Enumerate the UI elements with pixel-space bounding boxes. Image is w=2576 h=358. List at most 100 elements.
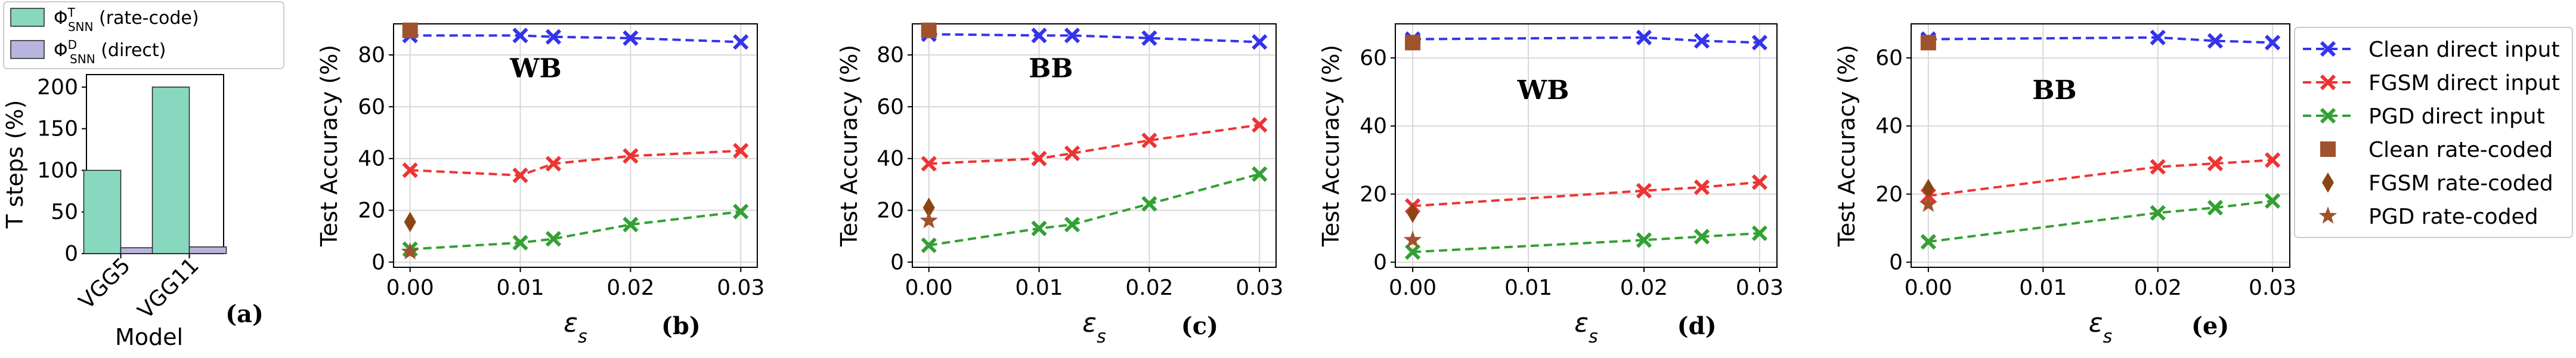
legend-label: PGD rate-coded [2368, 205, 2538, 229]
legend-marker [2320, 41, 2336, 57]
x-tick-label: VGG11 [134, 253, 204, 323]
legend-marker [2320, 74, 2336, 91]
series-point [512, 234, 528, 251]
panel-b: 0.00 0.01 0.02 0.03 0 20 40 60 80 Test Accuracy (… [316, 22, 764, 347]
panel-annotation: BB [1029, 53, 1073, 84]
bar [188, 246, 227, 254]
y-tick-label: 60 [1360, 46, 1387, 70]
series-point [2265, 193, 2281, 209]
legend-sup: D [68, 38, 77, 52]
y-tick-label: 0 [64, 242, 78, 266]
x-tick-label: 0.00 [386, 276, 434, 300]
series-point [1404, 244, 1421, 260]
bar-legend-swatch [10, 40, 45, 59]
y-tick-label: 60 [1875, 46, 1903, 70]
y-tick-label: 100 [37, 158, 78, 183]
series-point [2207, 33, 2224, 49]
series-point [623, 217, 639, 233]
series-line [1412, 232, 1760, 254]
rate-coded-point [1405, 35, 1421, 51]
series-point [1141, 196, 1157, 212]
y-tick-label: 20 [877, 199, 904, 223]
x-axis-symbol: ε [564, 308, 578, 338]
rate-coded-point [919, 211, 938, 229]
series-point [1031, 220, 1047, 237]
series-point [1751, 225, 1768, 242]
shared-legend: Clean direct input FGSM direct input PGD d… [2294, 27, 2573, 238]
panel-label: (e) [2191, 312, 2229, 340]
legend-entry: Clean direct input [2303, 38, 2560, 62]
y-tick-label: 0 [1889, 250, 1903, 274]
rate-coded-point [1920, 35, 1936, 51]
y-tick-label: 0 [1373, 250, 1387, 274]
y-tick-label: 0 [371, 250, 385, 274]
y-tick-label: 20 [358, 199, 385, 223]
axes-frame [1911, 23, 2290, 268]
series-point [1252, 34, 1268, 50]
series-line [410, 149, 741, 177]
legend-symbol: Φ [54, 8, 68, 29]
bar-legend-frame [3, 1, 284, 69]
y-tick-label: 80 [358, 43, 385, 67]
x-axis-label: εs [1574, 308, 1597, 347]
axes-frame [912, 23, 1277, 268]
panel-e: 0.00 0.01 0.02 0.03 0 20 40 60 Test Accuracy (%)… [1834, 23, 2296, 347]
rate-coded-point [1403, 230, 1422, 248]
y-tick-label: 40 [1360, 114, 1387, 138]
x-axis-label: Model [115, 324, 183, 350]
series-point [921, 237, 937, 254]
series-point [733, 34, 749, 50]
series-line [928, 172, 1260, 247]
x-axis-label: εs [564, 308, 587, 347]
x-tick-label: 0.01 [1015, 276, 1063, 300]
y-axis-label: Test Accuracy (%) [836, 45, 862, 247]
x-tick-label: 0.01 [496, 276, 544, 300]
panel-label: (d) [1677, 312, 1717, 340]
x-tick-label: 0.03 [717, 276, 764, 300]
x-tick-label: 0.02 [606, 276, 654, 300]
series-point [733, 143, 749, 159]
legend-symbol: Φ [54, 40, 68, 61]
x-tick-label: 0.02 [1125, 276, 1173, 300]
bar-legend: ΦT SNN (rate-code)ΦD SNN (direct) [3, 1, 284, 69]
series-line [928, 33, 1260, 44]
y-tick-label: 200 [37, 75, 78, 100]
x-axis-label: εs [1082, 308, 1106, 347]
series-point [2150, 159, 2166, 175]
legend-entry: PGD rate-coded [2318, 205, 2538, 229]
series-line [1412, 181, 1760, 208]
x-axis-subscript: s [1589, 326, 1598, 347]
series-point [1693, 179, 1710, 196]
series-point [545, 29, 562, 45]
series-point [921, 156, 937, 172]
x-tick-label: 0.01 [1504, 276, 1552, 300]
x-tick-label: 0.02 [2134, 276, 2182, 300]
legend-entry: Clean rate-coded [2320, 138, 2553, 162]
rate-coded-point [1407, 202, 1419, 223]
series-line [1928, 199, 2273, 243]
legend-label: FGSM rate-coded [2368, 171, 2553, 196]
series-line [410, 210, 741, 251]
series-point [2150, 29, 2166, 45]
legend-sup: T [67, 5, 76, 20]
legend-entry: FGSM direct input [2303, 71, 2560, 95]
legend-sub: SNN [70, 52, 95, 66]
y-tick-label: 50 [51, 200, 78, 224]
series-point [1252, 117, 1268, 133]
x-axis-subscript: s [578, 326, 587, 347]
y-axis-label: Test Accuracy (%) [1834, 45, 1860, 247]
y-axis-label: Test Accuracy (%) [316, 45, 342, 247]
series-point [1252, 166, 1268, 182]
axes-frame [1395, 23, 1778, 268]
series-line [1413, 36, 1760, 44]
x-tick-label: 0.03 [1736, 276, 1784, 300]
series-line [928, 124, 1260, 165]
series-point [1064, 145, 1080, 162]
legend-label: FGSM direct input [2368, 71, 2560, 95]
panel-d: 0.00 0.01 0.02 0.03 0 20 40 60 Test Accuracy (%)… [1318, 23, 1784, 347]
series-point [2150, 205, 2166, 221]
series-point [1064, 27, 1080, 44]
x-tick-label: 0.03 [2249, 276, 2296, 300]
series-point [623, 148, 639, 164]
legend-frame [2294, 27, 2573, 238]
